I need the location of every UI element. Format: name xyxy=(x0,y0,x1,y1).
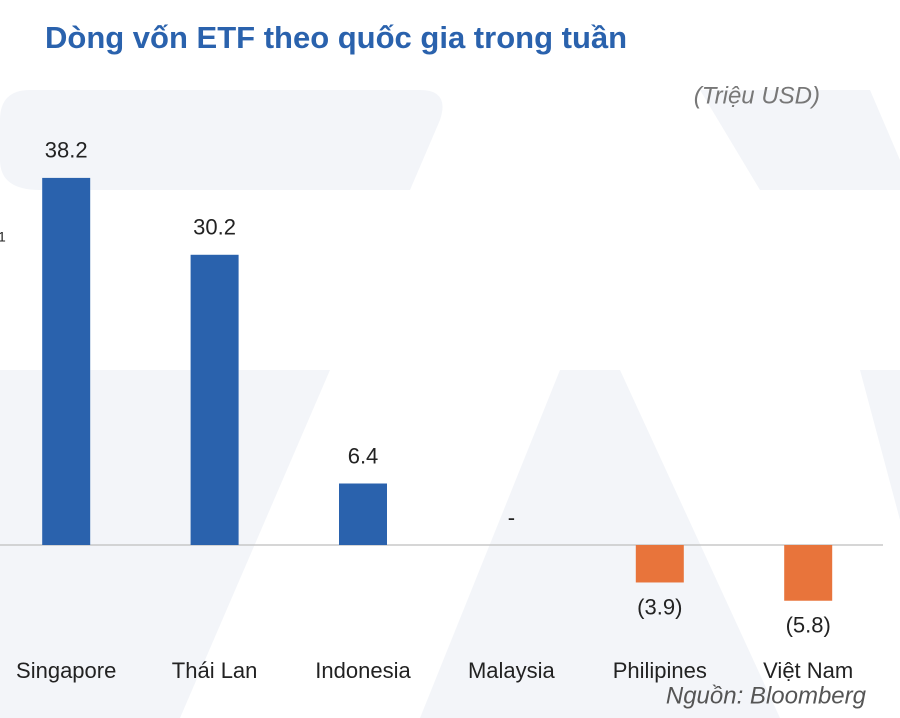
x-tick-label: Thái Lan xyxy=(172,658,258,683)
bar xyxy=(784,545,833,601)
chart-title: Dòng vốn ETF theo quốc gia trong tuần xyxy=(45,20,627,55)
value-label: - xyxy=(508,505,515,530)
value-label: 38.2 xyxy=(45,138,88,163)
watermark xyxy=(0,90,900,718)
value-label: 30.2 xyxy=(193,215,236,240)
x-tick-label: Philipines xyxy=(613,658,707,683)
chart-subtitle: (Triệu USD) xyxy=(694,82,820,109)
source: Nguồn: Bloomberg xyxy=(666,682,867,709)
bar xyxy=(42,177,91,545)
bar xyxy=(190,254,239,545)
x-tick-label: Indonesia xyxy=(315,658,411,683)
value-label: 6.4 xyxy=(348,443,379,468)
value-label: (3.9) xyxy=(637,594,682,619)
x-tick-label: Malaysia xyxy=(468,658,556,683)
bar xyxy=(635,545,684,583)
x-tick-label: Việt Nam xyxy=(763,658,853,683)
edge-text: 1 xyxy=(0,229,6,245)
bar xyxy=(339,483,387,545)
value-label: (5.8) xyxy=(786,613,831,638)
x-tick-label: Singapore xyxy=(16,658,116,683)
